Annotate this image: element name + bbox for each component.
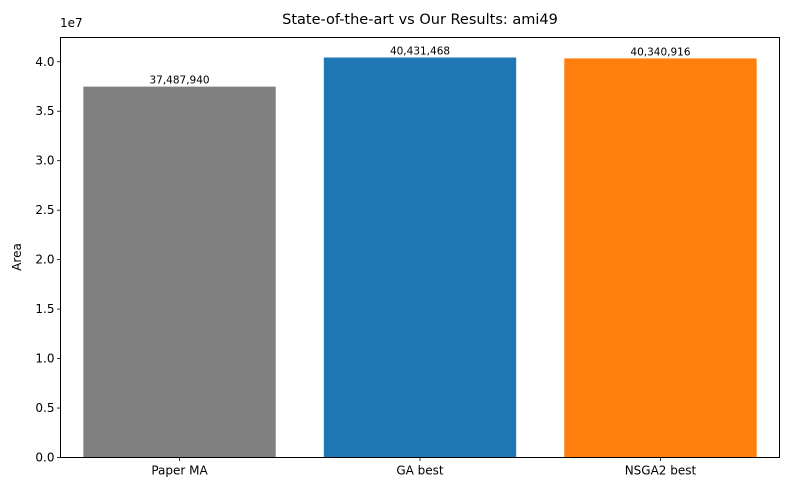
bars-layer bbox=[83, 57, 757, 458]
x-axis-ticks: Paper MA GA best NSGA2 best bbox=[151, 457, 697, 478]
y-tick-label: 4.0 bbox=[35, 55, 54, 69]
y-axis-offset-label: 1e7 bbox=[60, 16, 83, 30]
y-tick-label: 2.0 bbox=[35, 253, 54, 267]
bar-nsga2-best bbox=[564, 58, 757, 458]
y-tick-label: 1.0 bbox=[35, 352, 54, 366]
y-tick-label: 3.5 bbox=[35, 104, 54, 118]
y-tick-label: 0.5 bbox=[35, 401, 54, 415]
x-tick-label: GA best bbox=[396, 464, 444, 478]
y-tick-label: 1.5 bbox=[35, 302, 54, 316]
bar-value-label: 40,340,916 bbox=[630, 46, 690, 58]
x-tick-label: Paper MA bbox=[151, 464, 208, 478]
plot-frame bbox=[60, 37, 780, 458]
y-axis-label: Area bbox=[10, 243, 24, 271]
bar-value-label: 37,487,940 bbox=[149, 75, 209, 87]
bar-value-labels: 37,487,940 40,431,468 40,340,916 bbox=[149, 45, 690, 86]
bar-ga-best bbox=[323, 57, 517, 458]
y-tick-label: 0.0 bbox=[35, 451, 54, 465]
x-tick-label: NSGA2 best bbox=[625, 464, 697, 478]
bar-value-label: 40,431,468 bbox=[390, 45, 450, 57]
y-tick-label: 2.5 bbox=[35, 203, 54, 217]
chart-title: State-of-the-art vs Our Results: ami49 bbox=[282, 12, 558, 28]
bar-paper-ma bbox=[83, 86, 276, 458]
y-axis-ticks: 0.0 0.5 1.0 1.5 2.0 2.5 3.0 3.5 4.0 bbox=[35, 55, 61, 465]
y-tick-label: 3.0 bbox=[35, 154, 54, 168]
